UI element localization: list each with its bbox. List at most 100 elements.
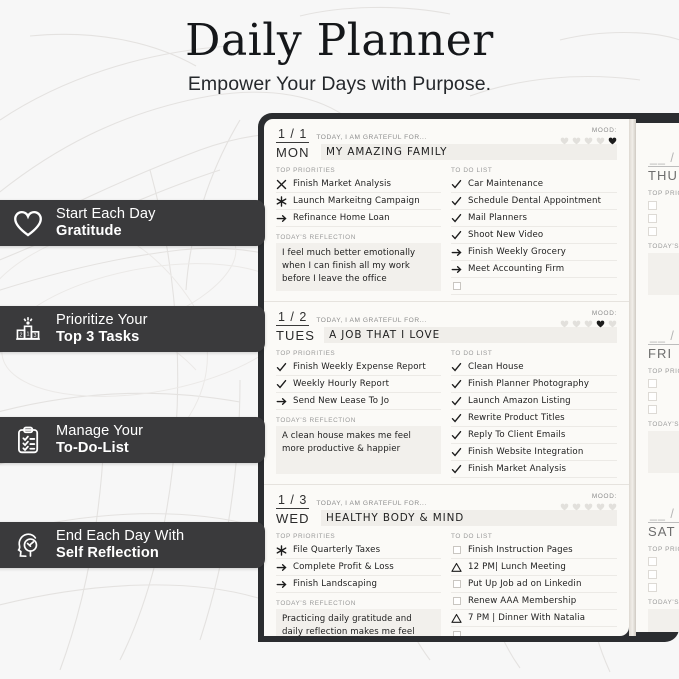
todo-row[interactable]: Rewrite Product Titles bbox=[451, 410, 617, 427]
checkbox-icon[interactable] bbox=[452, 546, 461, 554]
mood-heart-empty-icon[interactable] bbox=[560, 320, 569, 328]
mood-heart-filled-icon[interactable] bbox=[608, 137, 617, 145]
empty-checkbox[interactable] bbox=[648, 227, 657, 236]
priority-row[interactable]: Refinance Home Loan bbox=[276, 210, 441, 227]
check-icon bbox=[451, 413, 462, 422]
todo-row[interactable]: 7 PM | Dinner With Natalia bbox=[451, 610, 617, 627]
todo-row-text: Launch Amazon Listing bbox=[468, 396, 571, 406]
reflection-label: TODAY'S REFLECTION bbox=[276, 234, 356, 241]
todo-row[interactable]: Shoot New Video bbox=[451, 227, 617, 244]
mood-heart-empty-icon[interactable] bbox=[560, 503, 569, 511]
mood-tracker: MOOD: bbox=[497, 127, 617, 145]
mood-heart-empty-icon[interactable] bbox=[584, 137, 593, 145]
mood-heart-empty-icon[interactable] bbox=[596, 137, 605, 145]
mood-heart-empty-icon[interactable] bbox=[572, 320, 581, 328]
checkbox-icon[interactable] bbox=[452, 597, 461, 605]
day-block-mon: 1 / 1 TODAY, I AM GRATEFUL FOR... MON MY AM… bbox=[264, 119, 629, 295]
reflection-box[interactable]: A clean house makes me feel more producti… bbox=[276, 426, 441, 474]
feature-badge-reflection[interactable]: End Each Day With Self Reflection bbox=[0, 522, 265, 568]
mood-heart-empty-icon[interactable] bbox=[584, 320, 593, 328]
reflection-box[interactable] bbox=[648, 609, 679, 632]
day-date-header: __ / __ bbox=[648, 321, 679, 345]
todo-row[interactable]: Launch Amazon Listing bbox=[451, 393, 617, 410]
mood-heart-empty-icon[interactable] bbox=[560, 137, 569, 145]
empty-checkbox[interactable] bbox=[648, 201, 657, 210]
task-marker bbox=[276, 362, 287, 373]
priority-row[interactable]: File Quarterly Taxes bbox=[276, 542, 441, 559]
asterisk-icon bbox=[276, 544, 287, 556]
todo-row[interactable] bbox=[451, 278, 617, 295]
day-columns: TOP PRIORITIES File Quarterly Taxes Comple… bbox=[276, 526, 617, 636]
todo-row[interactable]: Reply To Client Emails bbox=[451, 427, 617, 444]
empty-checkbox[interactable] bbox=[648, 214, 657, 223]
checkbox-icon[interactable] bbox=[452, 282, 461, 290]
todo-row[interactable]: Car Maintenance bbox=[451, 176, 617, 193]
todo-row[interactable] bbox=[451, 627, 617, 636]
mood-heart-filled-icon[interactable] bbox=[596, 320, 605, 328]
todo-row[interactable]: Finish Planner Photography bbox=[451, 376, 617, 393]
priority-row[interactable]: Complete Profit & Loss bbox=[276, 559, 441, 576]
todo-row[interactable]: Finish Weekly Grocery bbox=[451, 244, 617, 261]
mood-heart-empty-icon[interactable] bbox=[596, 503, 605, 511]
checkbox-icon[interactable] bbox=[452, 631, 461, 636]
todo-row[interactable]: Finish Instruction Pages bbox=[451, 542, 617, 559]
todo-row[interactable]: Meet Accounting Firm bbox=[451, 261, 617, 278]
priority-row[interactable]: Finish Market Analysis bbox=[276, 176, 441, 193]
badge-line-2: Top 3 Tasks bbox=[56, 329, 140, 345]
reflection-box[interactable] bbox=[648, 253, 679, 295]
empty-checkbox[interactable] bbox=[648, 379, 657, 388]
check-icon bbox=[451, 379, 462, 388]
todo-row[interactable]: Renew AAA Membership bbox=[451, 593, 617, 610]
triangle-icon bbox=[451, 562, 462, 572]
todo-list-label: TO DO LIST bbox=[451, 533, 493, 540]
mood-hearts bbox=[497, 320, 617, 328]
reflection-box[interactable] bbox=[648, 431, 679, 473]
reflection-box[interactable]: Practicing daily gratitude and daily refl… bbox=[276, 609, 441, 636]
top-priorities-label: TOP PRIORITIES bbox=[276, 167, 336, 174]
todo-row[interactable]: Put Up Job ad on Linkedin bbox=[451, 576, 617, 593]
feature-badge-gratitude[interactable]: Start Each Day Gratitude bbox=[0, 200, 265, 246]
grateful-value[interactable]: A JOB THAT I LOVE bbox=[324, 327, 617, 343]
check-icon bbox=[451, 230, 462, 239]
todo-row[interactable]: Mail Planners bbox=[451, 210, 617, 227]
reflection-box[interactable]: I feel much better emotionally when I can… bbox=[276, 243, 441, 291]
grateful-label: TODAY, I AM GRATEFUL FOR... bbox=[316, 134, 427, 141]
task-marker bbox=[451, 179, 462, 190]
mood-heart-empty-icon[interactable] bbox=[608, 320, 617, 328]
todo-row[interactable]: Finish Website Integration bbox=[451, 444, 617, 461]
priority-row[interactable]: Weekly Hourly Report bbox=[276, 376, 441, 393]
reflection-line: I feel much better emotionally bbox=[282, 248, 416, 258]
empty-checkbox[interactable] bbox=[648, 570, 657, 579]
grateful-value[interactable]: HEALTHY BODY & MIND bbox=[321, 510, 617, 526]
task-marker bbox=[276, 195, 287, 207]
mood-heart-empty-icon[interactable] bbox=[572, 137, 581, 145]
priority-row[interactable]: Launch Markeitng Campaign bbox=[276, 193, 441, 210]
top-priorities-label: TOP PRIORITIES bbox=[276, 350, 336, 357]
checkbox-icon[interactable] bbox=[452, 580, 461, 588]
feature-badge-todo[interactable]: Manage Your To-Do-List bbox=[0, 417, 265, 463]
svg-text:3: 3 bbox=[34, 333, 37, 339]
empty-checkbox[interactable] bbox=[648, 557, 657, 566]
todo-row[interactable]: Schedule Dental Appointment bbox=[451, 193, 617, 210]
todo-row[interactable]: 12 PM| Lunch Meeting bbox=[451, 559, 617, 576]
priority-row[interactable]: Finish Landscaping bbox=[276, 576, 441, 593]
day-name-row: MON MY AMAZING FAMILY bbox=[276, 144, 617, 160]
grateful-value[interactable]: MY AMAZING FAMILY bbox=[321, 144, 617, 160]
todo-row[interactable]: Clean House bbox=[451, 359, 617, 376]
day-name-row: FRI bbox=[648, 346, 679, 361]
todo-row[interactable]: Finish Market Analysis bbox=[451, 461, 617, 478]
mood-heart-empty-icon[interactable] bbox=[572, 503, 581, 511]
priority-row[interactable]: Finish Weekly Expense Report bbox=[276, 359, 441, 376]
planner-notebook: 1 / 1 TODAY, I AM GRATEFUL FOR... MON MY AM… bbox=[258, 113, 679, 642]
mood-heart-empty-icon[interactable] bbox=[584, 503, 593, 511]
priority-row-text: Send New Lease To Jo bbox=[293, 396, 390, 406]
empty-checkbox[interactable] bbox=[648, 392, 657, 401]
empty-checkbox[interactable] bbox=[648, 583, 657, 592]
task-marker bbox=[451, 562, 462, 573]
task-marker bbox=[451, 264, 462, 275]
mood-heart-empty-icon[interactable] bbox=[608, 503, 617, 511]
task-marker bbox=[276, 579, 287, 590]
empty-checkbox[interactable] bbox=[648, 405, 657, 414]
priority-row[interactable]: Send New Lease To Jo bbox=[276, 393, 441, 410]
